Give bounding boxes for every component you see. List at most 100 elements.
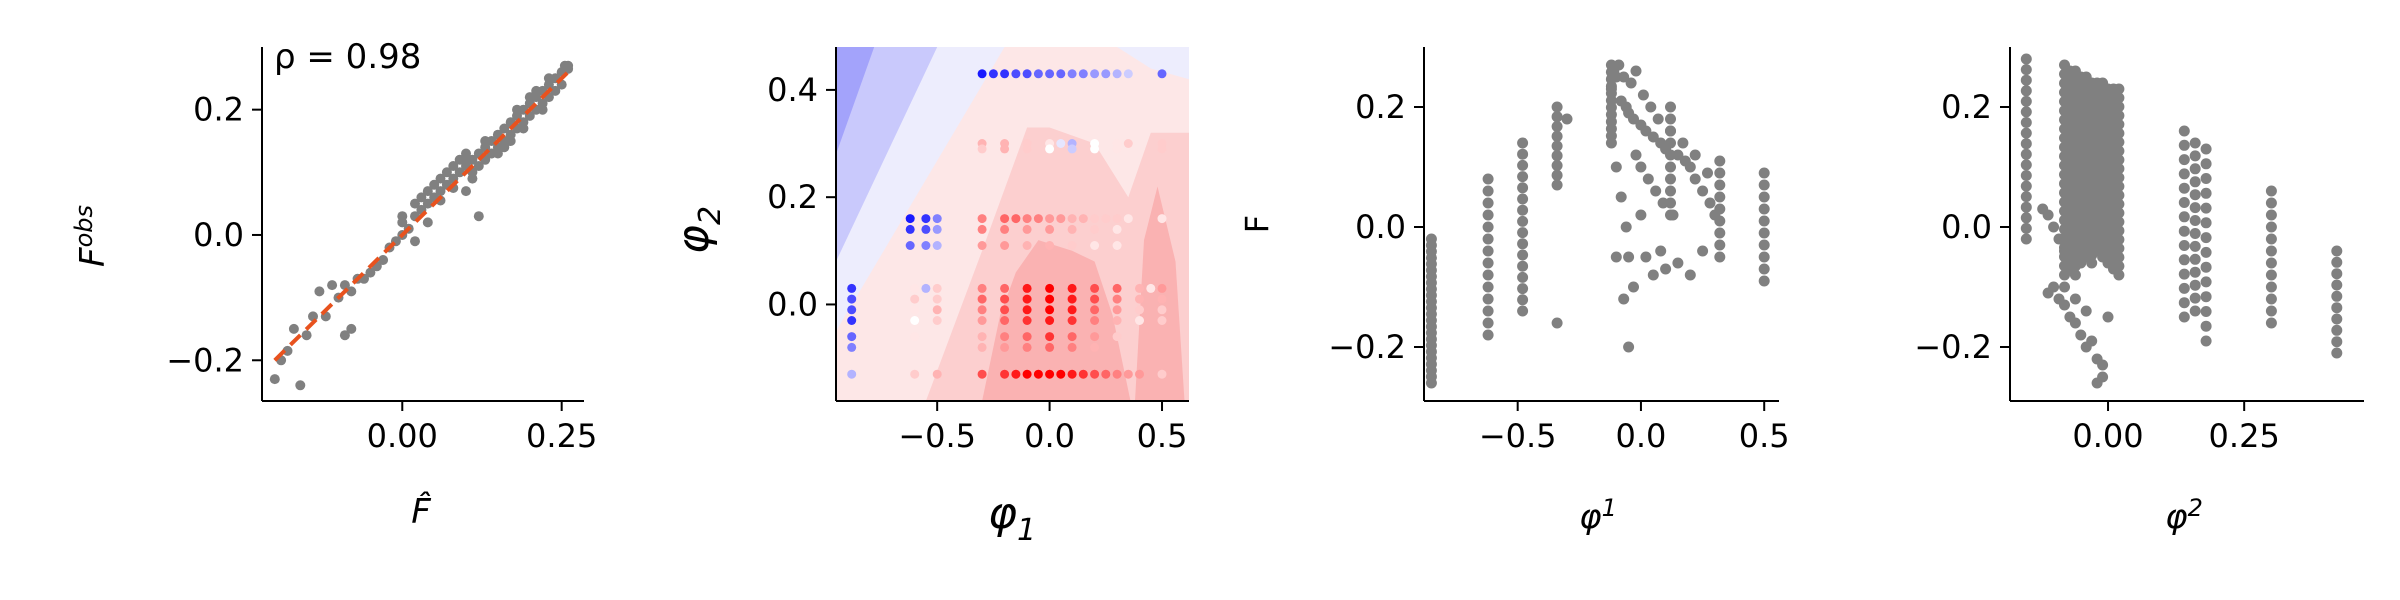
x-tick-label: 0.0 bbox=[1615, 417, 1666, 455]
data-point bbox=[910, 305, 920, 315]
data-point bbox=[1652, 113, 1664, 125]
contour-band bbox=[836, 47, 938, 262]
panel-observed-vs-predicted: 0.00 0.25 −0.2 0.0 0.2 ρ = 0.98 Fobs F̂ bbox=[70, 37, 597, 532]
data-point bbox=[2265, 233, 2277, 245]
panel-d-axes: 0.00 0.25 −0.2 0.0 0.2 bbox=[1914, 47, 2364, 455]
data-point bbox=[1551, 130, 1563, 142]
panel-b-axes: −0.5 0.0 0.5 0.0 0.2 0.4 bbox=[767, 47, 1189, 455]
data-point bbox=[1090, 224, 1100, 234]
data-point bbox=[2059, 299, 2070, 311]
data-point bbox=[1045, 144, 1055, 154]
data-point bbox=[2069, 269, 2081, 281]
data-point bbox=[1000, 224, 1010, 234]
data-point bbox=[2113, 225, 2125, 237]
data-point bbox=[1045, 241, 1055, 250]
data-point bbox=[2200, 261, 2212, 273]
y-tick-label: −0.2 bbox=[1914, 328, 1992, 366]
data-point bbox=[1517, 249, 1529, 261]
data-point bbox=[910, 332, 920, 342]
panel-a-y-axis-label: Fobs bbox=[70, 205, 113, 267]
data-point bbox=[932, 241, 942, 250]
data-point bbox=[1714, 167, 1726, 179]
data-point bbox=[2178, 268, 2190, 280]
data-point bbox=[1618, 293, 1630, 305]
data-point bbox=[1610, 251, 1622, 263]
data-point bbox=[977, 316, 987, 325]
data-point bbox=[2097, 359, 2109, 371]
data-point bbox=[2113, 145, 2125, 157]
data-point bbox=[2178, 254, 2190, 266]
data-point bbox=[2020, 95, 2032, 107]
data-point bbox=[1630, 65, 1642, 77]
data-point bbox=[365, 267, 376, 278]
panel-c-y-axis-label: F bbox=[1238, 215, 1276, 233]
data-point bbox=[1078, 214, 1088, 224]
data-point bbox=[2189, 215, 2201, 226]
data-point bbox=[1000, 332, 1010, 342]
data-point bbox=[1022, 332, 1032, 342]
data-point bbox=[461, 186, 471, 197]
data-point bbox=[454, 167, 465, 178]
data-point bbox=[2189, 253, 2201, 265]
data-point bbox=[2086, 257, 2098, 269]
data-point bbox=[1123, 369, 1133, 379]
data-point bbox=[1482, 257, 1494, 269]
data-point bbox=[2113, 216, 2125, 228]
data-point bbox=[505, 136, 516, 146]
data-point bbox=[2020, 106, 2032, 118]
data-point bbox=[410, 236, 420, 247]
data-point bbox=[282, 345, 293, 356]
data-point bbox=[1157, 69, 1167, 79]
data-point bbox=[1517, 238, 1529, 250]
data-point bbox=[2020, 212, 2032, 224]
data-point bbox=[1022, 305, 1032, 315]
data-point bbox=[977, 69, 987, 79]
data-point bbox=[295, 380, 306, 391]
data-point bbox=[422, 198, 433, 209]
data-point bbox=[1704, 197, 1716, 209]
data-point bbox=[2113, 127, 2125, 139]
data-point bbox=[2178, 125, 2190, 137]
data-point bbox=[905, 214, 915, 224]
data-point bbox=[2020, 127, 2032, 139]
data-point bbox=[977, 332, 987, 342]
data-point bbox=[1090, 214, 1100, 224]
data-point bbox=[1112, 294, 1122, 304]
data-point bbox=[977, 305, 987, 315]
panel-a-x-axis-label: F̂ bbox=[411, 491, 431, 532]
data-point bbox=[1135, 369, 1144, 379]
data-point bbox=[1605, 83, 1617, 95]
data-point bbox=[2178, 311, 2190, 323]
panel-c-x-axis-label: φ1 bbox=[1579, 494, 1617, 537]
data-point bbox=[441, 167, 452, 178]
data-point bbox=[537, 104, 548, 115]
data-point bbox=[847, 332, 857, 342]
data-point bbox=[847, 316, 857, 325]
data-point bbox=[1697, 185, 1709, 197]
data-point bbox=[1067, 316, 1077, 325]
x-tick-label: 0.25 bbox=[526, 417, 597, 455]
data-point bbox=[977, 342, 987, 352]
data-point bbox=[977, 144, 987, 154]
data-point bbox=[1660, 263, 1672, 275]
data-point bbox=[327, 280, 338, 291]
data-point bbox=[2113, 110, 2125, 122]
data-point bbox=[932, 305, 942, 315]
data-point bbox=[543, 73, 554, 84]
data-point bbox=[2331, 256, 2343, 268]
data-point bbox=[2020, 74, 2032, 86]
data-point bbox=[1482, 185, 1494, 197]
data-point bbox=[2189, 279, 2201, 291]
data-point bbox=[1517, 271, 1529, 283]
data-point bbox=[2178, 282, 2190, 294]
data-point bbox=[1551, 317, 1563, 329]
data-point bbox=[499, 142, 510, 153]
data-point bbox=[339, 280, 350, 291]
data-point bbox=[2020, 180, 2032, 192]
data-point bbox=[1684, 269, 1696, 281]
data-point bbox=[2080, 305, 2092, 317]
y-tick-label: 0.0 bbox=[767, 285, 818, 323]
data-point bbox=[1056, 214, 1066, 224]
data-point bbox=[2113, 242, 2125, 254]
y-tick-label: 0.0 bbox=[1941, 208, 1992, 246]
